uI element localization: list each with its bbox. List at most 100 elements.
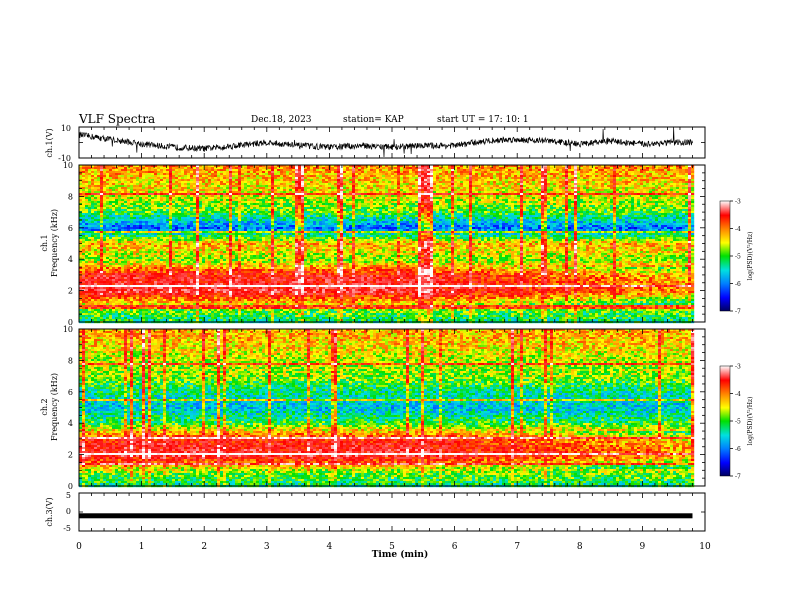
spectrogram-cell: [430, 179, 434, 182]
spectrogram-cell: [82, 205, 86, 208]
spectrogram-cell: [283, 169, 287, 172]
spectrogram-cell: [640, 171, 644, 174]
spectrogram-cell: [601, 183, 605, 186]
spectrogram-cell: [532, 191, 536, 194]
spectrogram-cell: [469, 171, 473, 174]
spectrogram-cell: [241, 169, 245, 172]
spectrogram-cell: [430, 195, 434, 198]
spectrogram-cell: [589, 201, 593, 204]
spectrogram-cell: [502, 203, 506, 206]
spectrogram-cell: [154, 173, 158, 176]
spectrogram-cell: [505, 199, 509, 202]
spectrogram-cell: [595, 199, 599, 202]
spectrogram-cell: [202, 185, 206, 188]
spectrogram-cell: [535, 195, 539, 198]
spectrogram-cell: [454, 195, 458, 198]
spectrogram-cell: [403, 211, 407, 214]
spectrogram-cell: [262, 175, 266, 178]
spectrogram-cell: [103, 193, 107, 196]
spectrogram-cell: [103, 211, 107, 214]
spectrogram-cell: [115, 171, 119, 174]
spectrogram-cell: [403, 177, 407, 180]
spectrogram-cell: [214, 175, 218, 178]
spectrogram-cell: [469, 167, 473, 170]
spectrogram-cell: [187, 179, 191, 182]
spectrogram-cell: [223, 183, 227, 186]
spectrogram-cell: [232, 211, 236, 214]
spectrogram-cell: [82, 177, 86, 180]
spectrogram-cell: [103, 171, 107, 174]
spectrogram-cell: [130, 205, 134, 208]
spectrogram-cell: [688, 171, 692, 174]
spectrogram-cell: [319, 201, 323, 204]
spectrogram-cell: [583, 171, 587, 174]
spectrogram-cell: [181, 183, 185, 186]
spectrogram-cell: [463, 191, 467, 194]
spectrogram-cell: [214, 167, 218, 170]
spectrogram-cell: [154, 209, 158, 212]
spectrogram-cell: [505, 183, 509, 186]
spectrogram-cell: [529, 197, 533, 200]
spectrogram-cell: [400, 171, 404, 174]
spectrogram-cell: [508, 195, 512, 198]
spectrogram-cell: [580, 203, 584, 206]
spectrogram-cell: [616, 205, 620, 208]
spectrogram-cell: [631, 177, 635, 180]
spectrogram-cell: [220, 177, 224, 180]
spectrogram-cell: [94, 201, 98, 204]
spectrogram-cell: [190, 191, 194, 194]
spectrogram-cell: [661, 177, 665, 180]
spectrogram-cell: [559, 195, 563, 198]
spectrogram-cell: [634, 175, 638, 178]
spectrogram-cell: [661, 185, 665, 188]
spectrogram-cell: [187, 197, 191, 200]
spectrogram-cell: [154, 197, 158, 200]
spectrogram-cell: [88, 185, 92, 188]
spectrogram-cell: [82, 181, 86, 184]
spectrogram-cell: [676, 209, 680, 212]
spectrogram-cell: [262, 201, 266, 204]
spectrogram-cell: [511, 171, 515, 174]
spectrogram-cell: [256, 199, 260, 202]
spectrogram-cell: [265, 195, 269, 198]
spectrogram-cell: [334, 199, 338, 202]
spectrogram-cell: [118, 187, 122, 190]
spectrogram-cell: [628, 187, 632, 190]
spectrogram-cell: [406, 207, 410, 210]
spectrogram-cell: [79, 165, 83, 168]
spectrogram-cell: [658, 179, 662, 182]
spectrogram-cell: [190, 201, 194, 204]
spectrogram-cell: [490, 197, 494, 200]
spectrogram-cell: [562, 199, 566, 202]
spectrogram-cell: [406, 181, 410, 184]
spectrogram-cell: [385, 189, 389, 192]
spectrogram-cell: [211, 191, 215, 194]
spectrogram-cell: [598, 201, 602, 204]
spectrogram-cell: [283, 175, 287, 178]
spectrogram-cell: [595, 203, 599, 206]
spectrogram-cell: [262, 207, 266, 210]
spectrogram-cell: [565, 165, 569, 168]
spectrogram-cell: [673, 191, 677, 194]
spectrogram-cell: [577, 199, 581, 202]
spectrogram-cell: [166, 173, 170, 176]
spectrogram-cell: [601, 203, 605, 206]
spectrogram-cell: [157, 173, 161, 176]
spectrogram-cell: [610, 209, 614, 212]
spectrogram-cell: [301, 195, 305, 198]
spectrogram-cell: [289, 179, 293, 182]
spectrogram-cell: [394, 207, 398, 210]
spectrogram-cell: [253, 201, 257, 204]
spectrogram-cell: [664, 203, 668, 206]
spectrogram-cell: [328, 201, 332, 204]
spectrogram-cell: [502, 175, 506, 178]
spectrogram-cell: [406, 183, 410, 186]
spectrogram-cell: [193, 179, 197, 182]
spectrogram-cell: [193, 211, 197, 214]
spectrogram-cell: [637, 173, 641, 176]
spectrogram-cell: [199, 203, 203, 206]
spectrogram-cell: [394, 199, 398, 202]
spectrogram-cell: [241, 197, 245, 200]
spectrogram-cell: [532, 195, 536, 198]
spectrogram-cell: [220, 175, 224, 178]
